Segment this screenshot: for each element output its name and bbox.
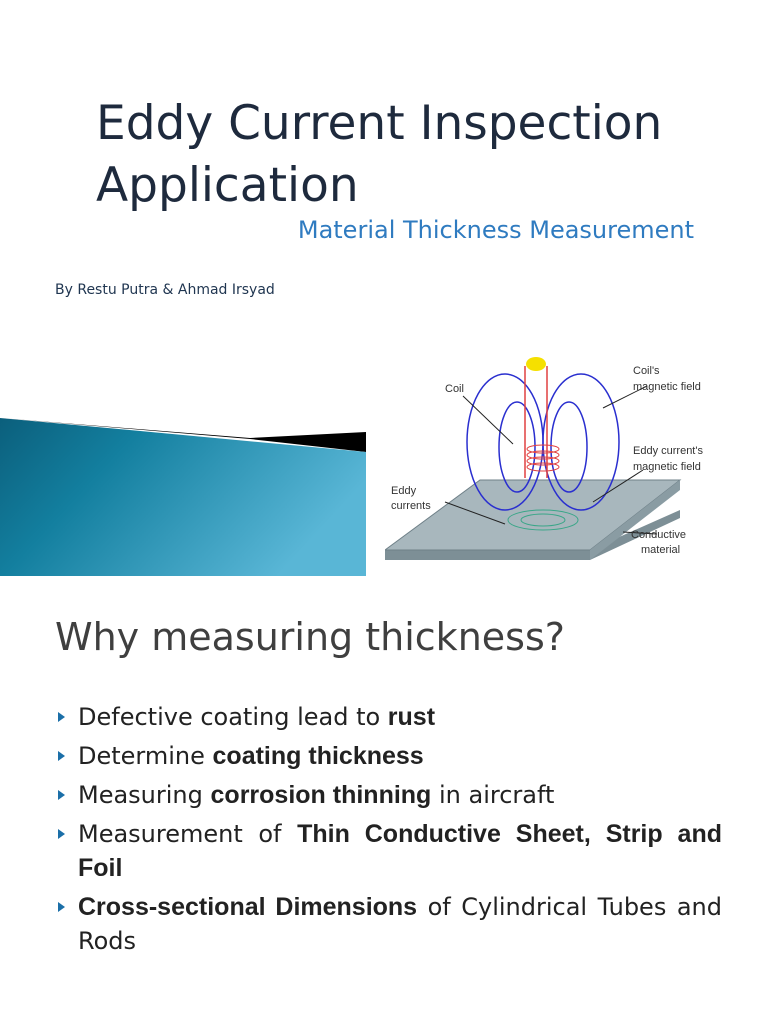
label-coil: Coil [445,383,464,395]
slide-title: Eddy Current Inspection Application [96,96,663,214]
bullet-list: Defective coating lead to rust Determine… [0,700,722,963]
slide-heading: Why measuring thickness? [55,615,565,659]
bullet-arrow-icon [58,902,65,912]
bullet-arrow-icon [58,829,65,839]
label-eddy-field-1: Eddy current's [633,445,703,457]
label-conductive-1: Conductive [631,529,686,541]
slide-subtitle: Material Thickness Measurement [297,216,694,244]
label-coil-field-1: Coil's [633,365,660,377]
bullet-arrow-icon [58,790,65,800]
list-item: Determine coating thickness [0,739,722,773]
decorative-teal-shape [0,418,366,576]
list-item: Measuring corrosion thinning in aircraft [0,778,722,812]
byline: By Restu Putra & Ahmad Irsyad [55,282,275,298]
label-eddy-field-2: magnetic field [633,461,701,473]
list-item: Cross-sectional Dimensions of Cylindrica… [0,890,722,958]
list-item: Measurement of Thin Conductive Sheet, St… [0,817,722,885]
bullet-arrow-icon [58,712,65,722]
label-coil-field-2: magnetic field [633,381,701,393]
bullet-arrow-icon [58,751,65,761]
eddy-current-diagram: Coil Coil's magnetic field Eddy current'… [385,357,703,560]
label-conductive-2: material [641,544,680,556]
label-eddy-currents-2: currents [391,500,431,512]
list-item: Defective coating lead to rust [0,700,722,734]
label-eddy-currents-1: Eddy [391,485,417,497]
